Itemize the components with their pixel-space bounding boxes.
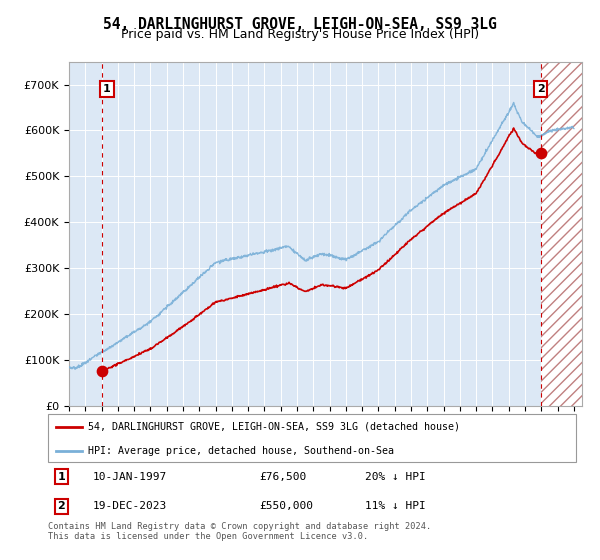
Text: 11% ↓ HPI: 11% ↓ HPI [365, 501, 425, 511]
Text: 54, DARLINGHURST GROVE, LEIGH-ON-SEA, SS9 3LG (detached house): 54, DARLINGHURST GROVE, LEIGH-ON-SEA, SS… [88, 422, 460, 432]
Text: Price paid vs. HM Land Registry's House Price Index (HPI): Price paid vs. HM Land Registry's House … [121, 28, 479, 41]
Text: Contains HM Land Registry data © Crown copyright and database right 2024.
This d: Contains HM Land Registry data © Crown c… [48, 522, 431, 542]
Text: 20% ↓ HPI: 20% ↓ HPI [365, 472, 425, 482]
Text: HPI: Average price, detached house, Southend-on-Sea: HPI: Average price, detached house, Sout… [88, 446, 394, 456]
Point [536, 149, 545, 158]
Text: 10-JAN-1997: 10-JAN-1997 [93, 472, 167, 482]
FancyBboxPatch shape [48, 414, 576, 462]
Text: 54, DARLINGHURST GROVE, LEIGH-ON-SEA, SS9 3LG: 54, DARLINGHURST GROVE, LEIGH-ON-SEA, SS… [103, 17, 497, 32]
Text: 19-DEC-2023: 19-DEC-2023 [93, 501, 167, 511]
Point [97, 366, 107, 375]
Text: 1: 1 [103, 84, 111, 94]
Text: 2: 2 [58, 501, 65, 511]
Text: 2: 2 [537, 84, 545, 94]
Bar [541, 62, 582, 406]
Text: £550,000: £550,000 [259, 501, 313, 511]
Bar [541, 62, 582, 406]
Text: 1: 1 [58, 472, 65, 482]
Text: £76,500: £76,500 [259, 472, 307, 482]
